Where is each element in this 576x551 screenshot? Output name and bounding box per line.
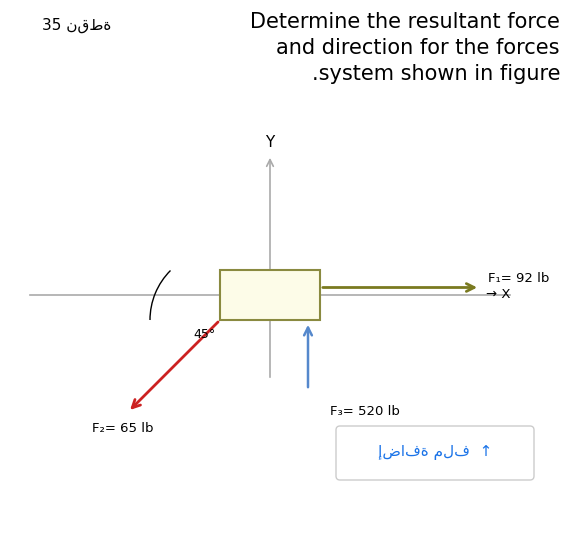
Text: .system shown in figure: .system shown in figure bbox=[312, 64, 560, 84]
Bar bbox=[220, 270, 320, 320]
Text: إضافة ملف  ↑: إضافة ملف ↑ bbox=[378, 446, 492, 461]
Text: → X: → X bbox=[486, 288, 510, 300]
Text: F₁= 92 lb: F₁= 92 lb bbox=[488, 272, 550, 284]
Text: F₂= 65 lb: F₂= 65 lb bbox=[92, 422, 154, 435]
Text: 45°: 45° bbox=[194, 328, 216, 342]
Text: and direction for the forces: and direction for the forces bbox=[276, 38, 560, 58]
Text: Y: Y bbox=[266, 135, 275, 150]
Text: Determine the resultant force: Determine the resultant force bbox=[250, 12, 560, 32]
Text: 35 نقطة: 35 نقطة bbox=[42, 18, 111, 33]
FancyBboxPatch shape bbox=[336, 426, 534, 480]
Text: F₃= 520 lb: F₃= 520 lb bbox=[330, 405, 400, 418]
